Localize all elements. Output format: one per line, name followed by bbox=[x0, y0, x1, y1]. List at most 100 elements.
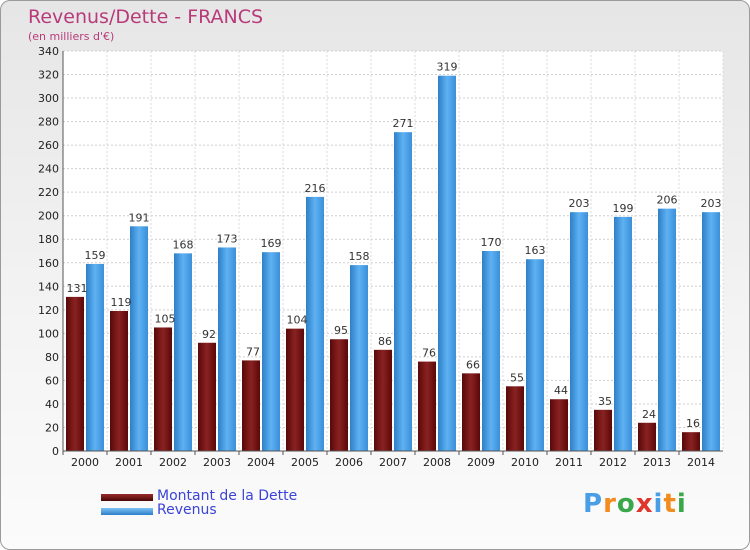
logo-letter: i bbox=[653, 489, 664, 519]
data-label-revenus: 191 bbox=[129, 211, 150, 224]
bars bbox=[66, 75, 720, 452]
data-label-debt: 16 bbox=[686, 417, 700, 430]
logo-letter: t bbox=[663, 489, 677, 519]
bar-debt bbox=[462, 373, 480, 451]
x-tick-label: 2012 bbox=[599, 456, 627, 469]
data-label-revenus: 216 bbox=[305, 182, 326, 195]
data-label-debt: 131 bbox=[67, 282, 88, 295]
data-label-revenus: 163 bbox=[525, 244, 546, 257]
y-tick-label: 0 bbox=[52, 445, 59, 458]
data-label-revenus: 206 bbox=[657, 194, 678, 207]
data-label-debt: 55 bbox=[510, 371, 524, 384]
bar-debt bbox=[110, 311, 128, 451]
data-label-debt: 86 bbox=[378, 335, 392, 348]
bar-revenus bbox=[306, 196, 324, 451]
logo-letter: o bbox=[616, 489, 636, 519]
x-tick-label: 2006 bbox=[335, 456, 363, 469]
y-tick-label: 60 bbox=[45, 374, 59, 387]
bar-revenus bbox=[526, 259, 544, 451]
bar-revenus bbox=[658, 208, 676, 451]
axes: 0 20 40 60 80 100 120 140 160 180 200 220 240 260 280 3… bbox=[38, 45, 723, 469]
x-tick-label: 2005 bbox=[291, 456, 319, 469]
bar-debt bbox=[418, 361, 436, 451]
bar-revenus bbox=[174, 253, 192, 451]
bar-debt bbox=[242, 360, 260, 451]
y-tick-label: 120 bbox=[38, 304, 59, 317]
y-tick-label: 280 bbox=[38, 116, 59, 129]
x-tick-label: 2000 bbox=[71, 456, 99, 469]
bar-revenus bbox=[394, 132, 412, 452]
data-label-debt: 35 bbox=[598, 395, 612, 408]
grid bbox=[62, 50, 724, 452]
y-tick-label: 40 bbox=[45, 398, 59, 411]
legend-label-revenus: Revenus bbox=[157, 502, 217, 518]
data-label-revenus: 169 bbox=[261, 237, 282, 250]
chart-subtitle: (en milliers d'€) bbox=[28, 30, 115, 43]
data-label-revenus: 168 bbox=[173, 238, 194, 251]
logo-letter: x bbox=[635, 489, 654, 519]
y-tick-label: 240 bbox=[38, 163, 59, 176]
bar-debt bbox=[682, 432, 700, 451]
data-label-revenus: 159 bbox=[85, 249, 106, 262]
bar-revenus bbox=[702, 212, 720, 451]
y-tick-label: 100 bbox=[38, 327, 59, 340]
data-label-revenus: 199 bbox=[613, 202, 634, 215]
x-tick-label: 2009 bbox=[467, 456, 495, 469]
y-tick-label: 180 bbox=[38, 233, 59, 246]
y-tick-label: 220 bbox=[38, 186, 59, 199]
y-tick-label: 20 bbox=[45, 421, 59, 434]
bar-debt bbox=[374, 349, 392, 451]
data-label-revenus: 319 bbox=[437, 61, 458, 74]
x-tick-label: 2011 bbox=[555, 456, 583, 469]
proxiti-logo: Proxiti bbox=[583, 489, 687, 519]
y-tick-label: 320 bbox=[38, 69, 59, 82]
x-tick-label: 2010 bbox=[511, 456, 539, 469]
data-label-debt: 119 bbox=[111, 296, 132, 309]
logo-letter: r bbox=[603, 489, 617, 519]
bar-revenus bbox=[350, 265, 368, 451]
bar-debt bbox=[66, 296, 84, 451]
bar-revenus bbox=[86, 263, 104, 451]
data-label-debt: 95 bbox=[334, 324, 348, 337]
plot-area bbox=[63, 51, 723, 451]
x-tick-label: 2003 bbox=[203, 456, 231, 469]
bar-revenus bbox=[570, 212, 588, 451]
bar-revenus bbox=[262, 252, 280, 451]
x-tick-label: 2004 bbox=[247, 456, 275, 469]
bar-revenus bbox=[614, 216, 632, 451]
x-tick-label: 2001 bbox=[115, 456, 143, 469]
bar-debt bbox=[286, 328, 304, 451]
legend-label-debt: Montant de la Dette bbox=[157, 488, 298, 504]
y-tick-label: 260 bbox=[38, 139, 59, 152]
chart-title: Revenus/Dette - FRANCS bbox=[28, 6, 264, 28]
data-label-debt: 77 bbox=[246, 345, 260, 358]
y-tick-label: 80 bbox=[45, 351, 59, 364]
bar-revenus bbox=[218, 247, 236, 451]
bar-revenus bbox=[438, 75, 456, 452]
data-label-debt: 44 bbox=[554, 384, 568, 397]
bar-debt bbox=[198, 342, 216, 451]
y-tick-label: 340 bbox=[38, 45, 59, 58]
bar-revenus bbox=[482, 251, 500, 451]
bar-debt bbox=[594, 409, 612, 451]
legend-swatch-debt bbox=[101, 494, 153, 501]
data-label-revenus: 173 bbox=[217, 232, 238, 245]
data-label-revenus: 170 bbox=[481, 236, 502, 249]
data-label-debt: 104 bbox=[287, 314, 308, 327]
data-label-revenus: 271 bbox=[393, 117, 414, 130]
data-label-debt: 105 bbox=[155, 312, 176, 325]
bar-revenus bbox=[130, 226, 148, 451]
legend-swatch-revenus bbox=[101, 508, 153, 515]
logo-letter: P bbox=[583, 489, 604, 519]
data-label-revenus: 158 bbox=[349, 250, 370, 263]
bar-debt bbox=[550, 399, 568, 451]
y-tick-label: 300 bbox=[38, 92, 59, 105]
x-tick-label: 2007 bbox=[379, 456, 407, 469]
bar-debt bbox=[638, 422, 656, 451]
x-tick-label: 2013 bbox=[643, 456, 671, 469]
logo-letter: i bbox=[676, 489, 687, 519]
x-tick-label: 2002 bbox=[159, 456, 187, 469]
data-label-revenus: 203 bbox=[569, 197, 590, 210]
